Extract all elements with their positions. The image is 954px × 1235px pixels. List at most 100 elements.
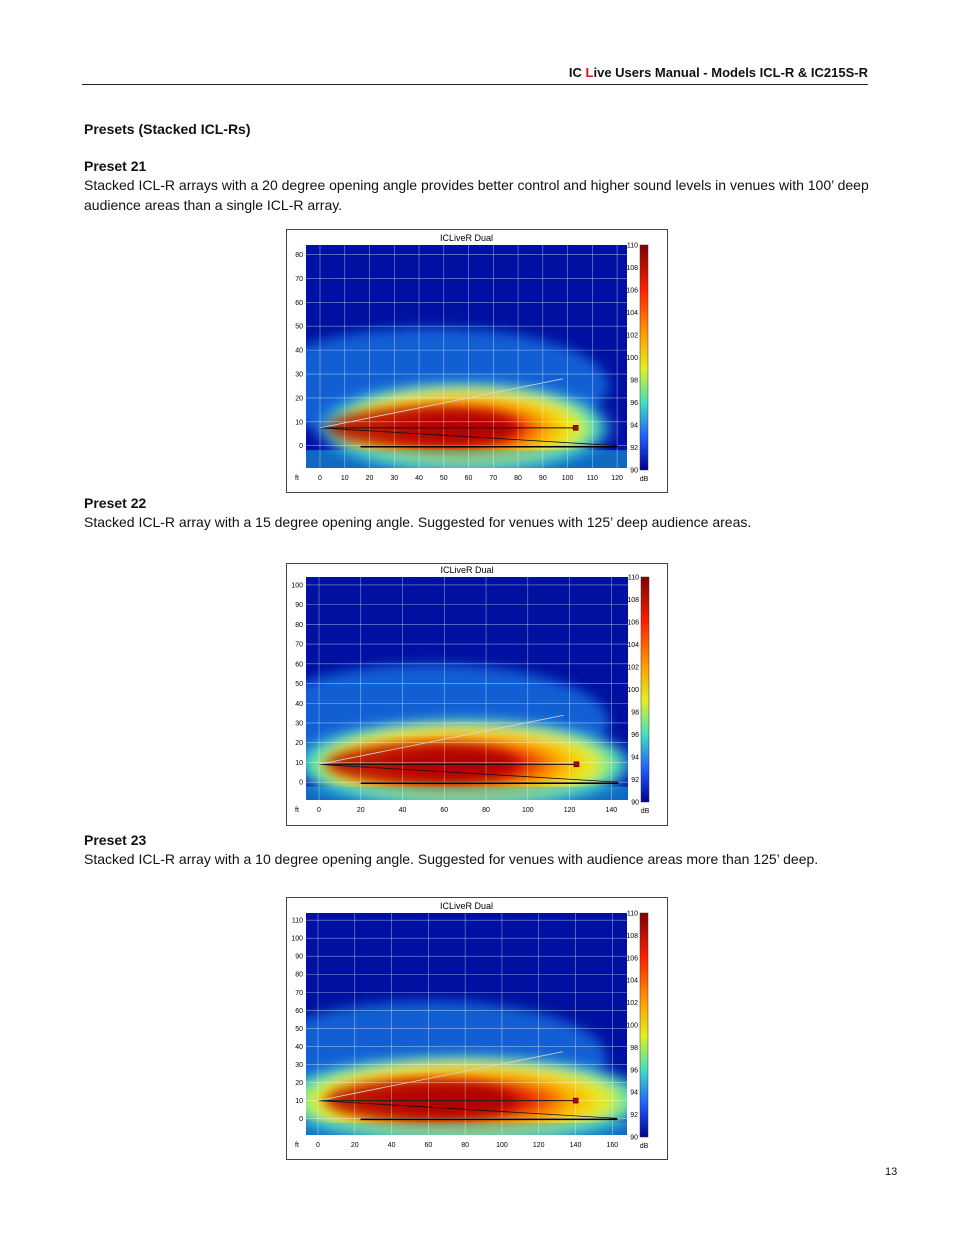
page-number: 13 bbox=[885, 1166, 898, 1178]
y-tick-label: 80 bbox=[295, 972, 303, 979]
axis-unit-label: ft bbox=[295, 807, 299, 814]
preset-21-description: Stacked ICL-R arrays with a 20 degree op… bbox=[84, 177, 869, 213]
floor-band bbox=[306, 450, 627, 468]
aim-point-marker bbox=[572, 1097, 579, 1104]
x-tick-label: 140 bbox=[605, 807, 617, 814]
colorbar-unit-label: dB bbox=[640, 476, 649, 483]
colorbar bbox=[639, 244, 649, 471]
x-tick-label: 60 bbox=[440, 807, 448, 814]
colorbar-tick-label: 94 bbox=[631, 755, 639, 762]
y-tick-label: 0 bbox=[299, 443, 303, 450]
x-tick-label: 120 bbox=[564, 807, 576, 814]
colorbar-tick-label: 110 bbox=[627, 243, 638, 250]
y-tick-label: 70 bbox=[295, 276, 303, 283]
colorbar-tick-label: 104 bbox=[626, 310, 638, 317]
aim-point-marker bbox=[573, 761, 580, 768]
coverage-line-upper bbox=[318, 714, 564, 765]
axis-unit-label: ft bbox=[295, 475, 299, 482]
y-tick-label: 40 bbox=[295, 701, 303, 708]
y-tick-label: 50 bbox=[295, 1026, 303, 1033]
colorbar-tick-label: 110 bbox=[628, 575, 639, 582]
colorbar-tick-label: 104 bbox=[627, 642, 639, 649]
coverage-line-upper bbox=[319, 378, 563, 429]
y-tick-label: 30 bbox=[295, 372, 303, 379]
colorbar-tick-label: 90 bbox=[630, 1135, 638, 1142]
y-tick-label: 110 bbox=[292, 918, 303, 925]
x-tick-label: 120 bbox=[611, 475, 623, 482]
heatmap-area bbox=[306, 245, 627, 468]
x-tick-label: 20 bbox=[366, 475, 374, 482]
preset-23-figure: ICLiveR Dual 0 20 40 60 80 100 120 140 160 0 10 20 30… bbox=[286, 897, 668, 1160]
colorbar-tick-label: 96 bbox=[630, 400, 638, 407]
section-title: Presets (Stacked ICL-Rs) bbox=[84, 121, 251, 137]
preset-22-spl-map: ICLiveR Dual 0 20 40 60 80 100 120 140 0 10 20 30 40 5… bbox=[291, 565, 650, 815]
y-tick-label: 20 bbox=[295, 1080, 303, 1087]
floor-band bbox=[306, 1122, 627, 1135]
x-tick-label: 0 bbox=[317, 807, 321, 814]
x-tick-label: 40 bbox=[415, 475, 423, 482]
floor-band bbox=[306, 786, 628, 800]
y-tick-label: 10 bbox=[295, 419, 303, 426]
colorbar-tick-label: 92 bbox=[630, 445, 638, 452]
colorbar bbox=[640, 576, 650, 803]
preset-21-spl-map: ICLiveR Dual 0 10 20 30 40 50 60 70 80 90 100 110 120… bbox=[295, 233, 649, 483]
colorbar-tick-label: 98 bbox=[630, 378, 638, 385]
x-tick-label: 90 bbox=[539, 475, 547, 482]
colorbar-tick-label: 100 bbox=[626, 355, 638, 362]
header-accent-letter: L bbox=[585, 65, 594, 80]
x-tick-label: 0 bbox=[316, 1142, 320, 1149]
colorbar-tick-label: 106 bbox=[626, 288, 638, 295]
colorbar-tick-label: 102 bbox=[626, 1000, 638, 1007]
axis-unit-label: ft bbox=[295, 1142, 299, 1149]
colorbar-tick-label: 106 bbox=[626, 955, 638, 962]
x-tick-label: 80 bbox=[461, 1142, 469, 1149]
x-tick-label: 40 bbox=[388, 1142, 396, 1149]
preset-23-title: Preset 23 bbox=[84, 832, 147, 848]
x-tick-label: 20 bbox=[351, 1142, 359, 1149]
colorbar-tick-label: 100 bbox=[626, 1023, 638, 1030]
colorbar-tick-label: 90 bbox=[630, 468, 638, 475]
colorbar-tick-label: 92 bbox=[631, 777, 639, 784]
y-tick-label: 70 bbox=[295, 990, 303, 997]
x-tick-label: 80 bbox=[514, 475, 522, 482]
colorbar bbox=[639, 912, 649, 1138]
colorbar-tick-label: 108 bbox=[626, 933, 638, 940]
colorbar-tick-label: 94 bbox=[630, 1090, 638, 1097]
x-tick-label: 60 bbox=[424, 1142, 432, 1149]
x-tick-label: 160 bbox=[606, 1142, 618, 1149]
x-tick-label: 50 bbox=[440, 475, 448, 482]
y-tick-label: 50 bbox=[295, 681, 303, 688]
y-tick-label: 80 bbox=[295, 622, 303, 629]
aim-point-marker bbox=[572, 425, 579, 431]
y-tick-label: 60 bbox=[295, 1008, 303, 1015]
y-tick-label: 100 bbox=[291, 936, 303, 943]
y-tick-label: 10 bbox=[295, 1098, 303, 1105]
y-tick-label: 10 bbox=[295, 760, 303, 767]
colorbar-tick-label: 96 bbox=[631, 732, 639, 739]
colorbar-tick-label: 110 bbox=[627, 911, 638, 918]
heatmap-area bbox=[306, 577, 628, 800]
x-tick-label: 0 bbox=[318, 475, 322, 482]
y-tick-label: 30 bbox=[295, 720, 303, 727]
colorbar-tick-label: 108 bbox=[627, 597, 639, 604]
x-tick-label: 30 bbox=[390, 475, 398, 482]
colorbar-tick-label: 108 bbox=[626, 265, 638, 272]
colorbar-tick-label: 94 bbox=[630, 423, 638, 430]
chart-title: ICLiveR Dual bbox=[440, 901, 493, 911]
colorbar-tick-label: 98 bbox=[631, 710, 639, 717]
chart-title: ICLiveR Dual bbox=[440, 233, 493, 243]
y-tick-label: 40 bbox=[295, 1044, 303, 1051]
chart-title: ICLiveR Dual bbox=[440, 565, 493, 575]
preset-23-description: Stacked ICL-R array with a 10 degree ope… bbox=[84, 851, 819, 867]
colorbar-unit-label: dB bbox=[640, 1143, 649, 1150]
y-tick-label: 40 bbox=[295, 348, 303, 355]
y-tick-label: 100 bbox=[291, 582, 303, 589]
y-tick-label: 80 bbox=[295, 252, 303, 259]
colorbar-tick-label: 104 bbox=[626, 978, 638, 985]
preset-22-figure: ICLiveR Dual 0 20 40 60 80 100 120 140 0 10 20 30 40 5… bbox=[286, 563, 668, 826]
x-tick-label: 120 bbox=[533, 1142, 545, 1149]
x-tick-label: 60 bbox=[465, 475, 473, 482]
colorbar-tick-label: 96 bbox=[630, 1067, 638, 1074]
y-tick-label: 20 bbox=[295, 740, 303, 747]
colorbar-tick-label: 106 bbox=[627, 620, 639, 627]
